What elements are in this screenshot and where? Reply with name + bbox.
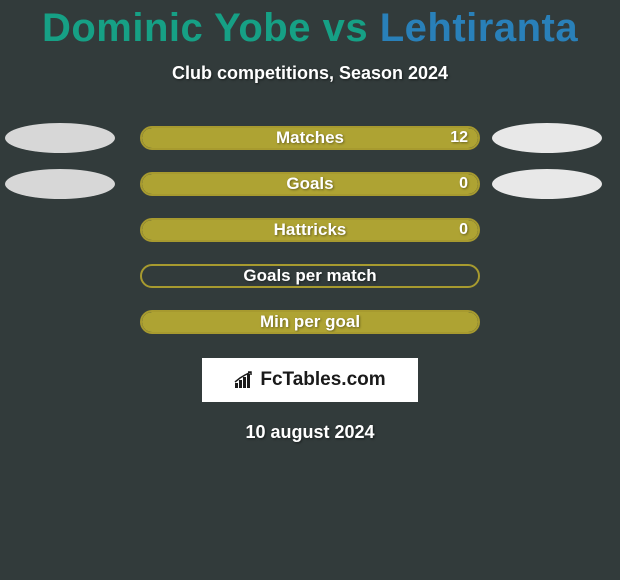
stats-container: Matches 12 Goals 0 Hattricks 0 Goals per match… — [0, 126, 620, 334]
player1-oval — [5, 123, 115, 153]
player1-oval — [5, 169, 115, 199]
stat-label: Matches — [276, 128, 344, 148]
stat-bar: Matches 12 — [140, 126, 480, 150]
player1-name: Dominic Yobe — [42, 6, 311, 50]
stat-bar: Goals 0 — [140, 172, 480, 196]
stat-row: Goals per match — [0, 264, 620, 288]
subtitle: Club competitions, Season 2024 — [0, 63, 620, 84]
stat-row: Matches 12 — [0, 126, 620, 150]
stat-label: Min per goal — [260, 312, 360, 332]
stat-bar: Min per goal — [140, 310, 480, 334]
player2-oval — [492, 169, 602, 199]
stat-row: Hattricks 0 — [0, 218, 620, 242]
stat-label: Goals per match — [243, 266, 376, 286]
stat-bar: Hattricks 0 — [140, 218, 480, 242]
stat-value: 0 — [459, 175, 468, 193]
stat-value: 12 — [450, 129, 468, 147]
player2-name: Lehtiranta — [380, 6, 578, 50]
stat-value: 0 — [459, 221, 468, 239]
stat-label: Goals — [286, 174, 333, 194]
stat-bar: Goals per match — [140, 264, 480, 288]
footer-date: 10 august 2024 — [0, 422, 620, 443]
stat-label: Hattricks — [274, 220, 347, 240]
vs-text: vs — [323, 6, 369, 50]
comparison-title: Dominic Yobe vs Lehtiranta — [0, 0, 620, 51]
logo-box: FcTables.com — [202, 358, 418, 402]
logo-text: FcTables.com — [260, 369, 385, 391]
stat-row: Min per goal — [0, 310, 620, 334]
stat-row: Goals 0 — [0, 172, 620, 196]
player2-oval — [492, 123, 602, 153]
chart-icon — [234, 371, 256, 389]
